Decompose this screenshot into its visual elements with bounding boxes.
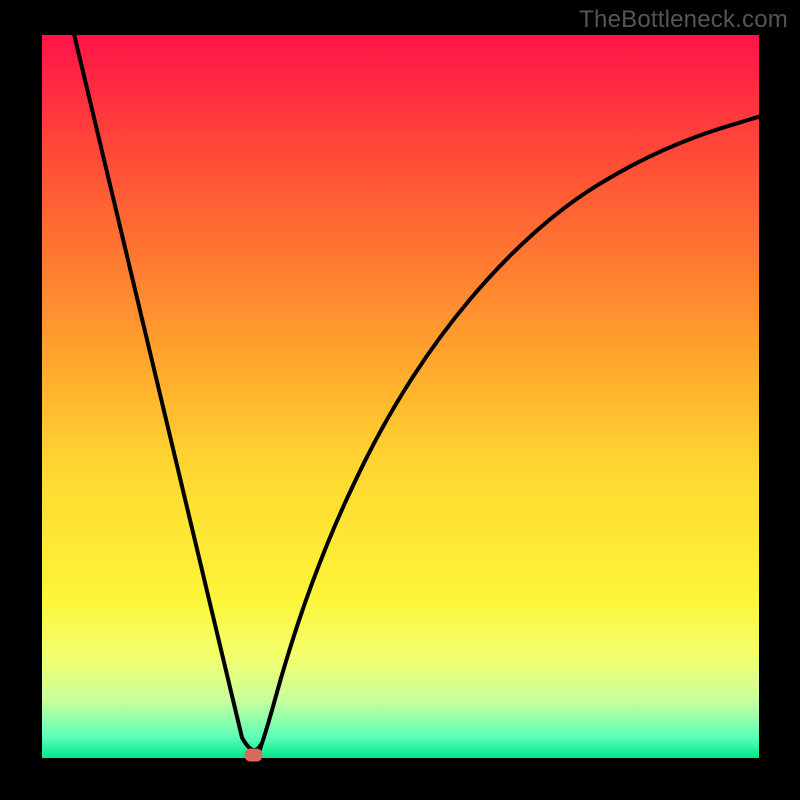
attribution-label: TheBottleneck.com [579,6,788,34]
optimum-marker [245,749,263,762]
bottleneck-chart [0,0,800,800]
chart-wrapper: TheBottleneck.com [0,0,800,800]
